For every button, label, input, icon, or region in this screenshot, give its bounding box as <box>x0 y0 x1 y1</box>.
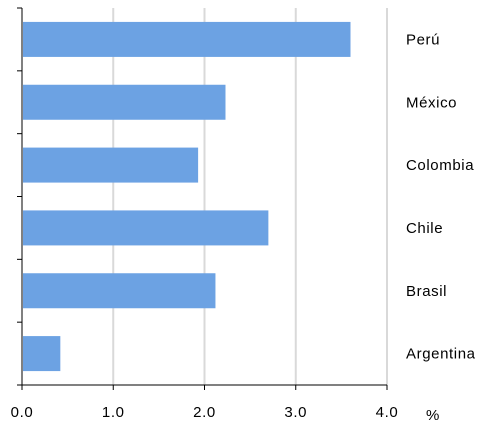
category-label: Perú <box>406 31 440 48</box>
bar <box>23 147 199 183</box>
bar <box>23 273 216 309</box>
category-label: México <box>406 94 457 111</box>
category-label: Brasil <box>406 283 447 300</box>
gridlines <box>112 8 388 385</box>
bar <box>23 210 269 246</box>
category-label: Colombia <box>406 157 474 174</box>
category-label: Chile <box>406 220 443 237</box>
x-tick-label: 2.0 <box>193 404 216 421</box>
x-tick-label: 1.0 <box>102 404 125 421</box>
x-tick-label: 4.0 <box>376 404 399 421</box>
x-axis-unit-label: % <box>426 407 439 423</box>
category-label: Argentina <box>406 346 476 363</box>
axes <box>17 7 388 390</box>
bar <box>23 21 351 57</box>
bars <box>23 21 351 372</box>
bar <box>23 84 226 120</box>
labels: 0.0 1.0 2.0 3.0 4.0 Perú México Colombia Chile Br… <box>11 31 476 421</box>
x-tick-label: 3.0 <box>284 404 307 421</box>
bar <box>23 336 61 372</box>
x-tick-label: 0.0 <box>11 404 34 421</box>
